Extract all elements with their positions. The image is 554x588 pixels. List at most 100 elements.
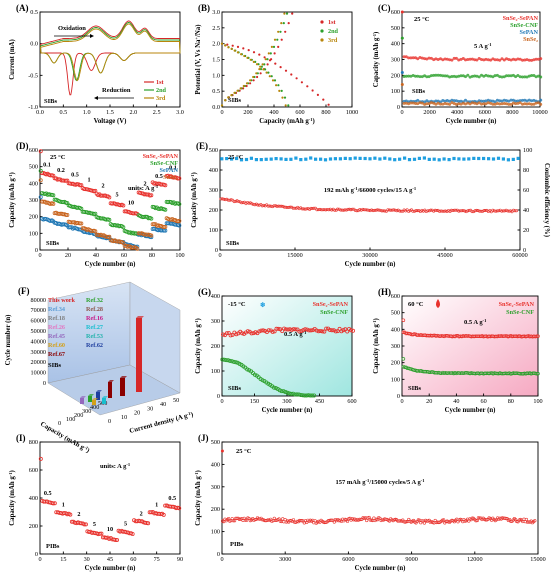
gcd-point-3rd <box>284 104 287 107</box>
legend-label: This work <box>48 297 76 304</box>
capacity-point-0 <box>536 57 540 61</box>
x-tick-label: 0 <box>220 398 223 405</box>
capacity-point <box>336 207 340 211</box>
point-snse2-sepan <box>350 328 355 333</box>
capacity-point-1 <box>418 75 422 79</box>
point-snse2-sepan <box>228 333 233 338</box>
y-tick-label: 300 <box>391 343 400 350</box>
capacity-point <box>367 515 371 520</box>
capacity-point-0 <box>493 58 497 62</box>
x-tick-label: 9000 <box>405 556 417 563</box>
first-cycle-point <box>401 357 406 361</box>
capacity-point-1 <box>539 75 543 79</box>
point-snse2-sepan <box>280 328 285 333</box>
x-tick-label: 30 <box>147 405 153 412</box>
legend-label: Ref.26 <box>48 324 65 331</box>
capacity-point-2 <box>498 99 502 103</box>
capacity-point-0 <box>401 330 406 335</box>
rate-point <box>82 522 87 527</box>
y-tick-label: 200 <box>211 506 220 513</box>
gcd-point-1st <box>249 82 252 85</box>
capacity-point <box>506 209 510 213</box>
rate-step-label: 1 <box>155 501 158 508</box>
cycling-note-part: -1 <box>412 186 416 191</box>
y-tick-label: 300 <box>29 197 38 204</box>
capacity-point-2 <box>459 99 463 103</box>
capacity-point <box>309 206 313 210</box>
capacity-point-0 <box>498 58 502 62</box>
legend-label: Ref.27 <box>86 324 103 331</box>
point-snse2-sepan <box>306 328 311 333</box>
gcd-point-2nd <box>287 104 290 107</box>
capacity-point-2 <box>434 99 438 103</box>
cv-curve-3rd <box>40 23 181 82</box>
legend-label: SnSe₂-SePAN <box>313 301 349 308</box>
gcd-point-3rd <box>224 99 227 102</box>
x-tick-label: 30000 <box>362 252 377 259</box>
gcd-point-3rd <box>268 75 271 78</box>
capacity-point-3 <box>427 102 431 106</box>
rate-label-part: -1 <box>303 330 307 335</box>
efficiency-point <box>511 157 515 161</box>
point-snse2-sepan <box>322 329 327 334</box>
capacity-point-0 <box>534 334 539 339</box>
legend-label: SnSe-CNF <box>510 22 538 29</box>
capacity-point-1 <box>507 74 511 78</box>
capacity-point <box>494 209 498 213</box>
panel-f: (F)0100002000030000400005000060000700008… <box>5 281 194 454</box>
comparison-bar <box>136 318 142 392</box>
capacity-point-0 <box>470 57 474 61</box>
y-axis-label-part: -1 <box>190 174 195 178</box>
x-axis-label: Capacity (mAh g-1) <box>259 117 314 126</box>
efficiency-point <box>457 157 461 161</box>
capacity-point <box>238 200 242 204</box>
capacity-point <box>504 516 508 521</box>
capacity-point <box>492 209 496 213</box>
capacity-point <box>463 209 467 213</box>
capacity-point <box>443 209 447 213</box>
gcd-point-3rd <box>220 104 224 107</box>
capacity-point-3 <box>539 102 543 106</box>
capacity-point <box>457 209 461 213</box>
capacity-point-2 <box>507 99 511 103</box>
reduction-label: Reduction <box>102 87 131 94</box>
capacity-point <box>310 207 314 211</box>
rate-step-label: 1 <box>62 501 65 508</box>
x-axis-label: Cycle number (n) <box>262 407 313 414</box>
point-snse-cnf <box>289 391 294 396</box>
capacity-point-2 <box>493 100 497 104</box>
panel-g: 0 150 300 450 600 0 100 200 300 400(G) Capacity (m… <box>194 287 357 414</box>
capacity-point-3 <box>429 101 433 105</box>
x-tick-label: 0.0 <box>36 109 44 116</box>
capacity-point <box>300 207 304 211</box>
capacity-point <box>315 208 319 212</box>
capacity-point-2 <box>452 99 456 103</box>
gcd-point-1st <box>316 93 319 96</box>
units-label-part: -1 <box>154 184 158 189</box>
capacity-point <box>405 208 409 212</box>
point-snse-cnf <box>279 389 284 394</box>
capacity-point-2 <box>518 99 522 103</box>
capacity-point <box>316 208 320 212</box>
capacity-point-0 <box>500 57 504 61</box>
point-snse2-sepan <box>253 330 258 335</box>
rate-step-label: 0.1 <box>43 161 51 168</box>
point-snse2-sepan <box>341 328 346 333</box>
gcd-point-1st <box>300 81 303 84</box>
rate-step-label: 0.5 <box>44 490 52 497</box>
rate-point-2 <box>163 228 168 233</box>
capacity-point <box>302 207 306 211</box>
rate-point <box>97 531 102 536</box>
capacity-point <box>469 208 473 212</box>
capacity-point-2 <box>516 99 520 103</box>
panel-label: (I) <box>16 433 26 443</box>
capacity-point-0 <box>516 57 520 61</box>
capacity-point <box>422 521 427 525</box>
capacity-point <box>248 201 252 205</box>
capacity-point-3 <box>404 101 408 105</box>
gcd-point-1st <box>226 43 229 46</box>
capacity-point <box>325 208 329 212</box>
x-tick-label: 0.5 <box>59 109 67 116</box>
bar-top <box>108 380 114 382</box>
capacity-point <box>420 208 424 212</box>
